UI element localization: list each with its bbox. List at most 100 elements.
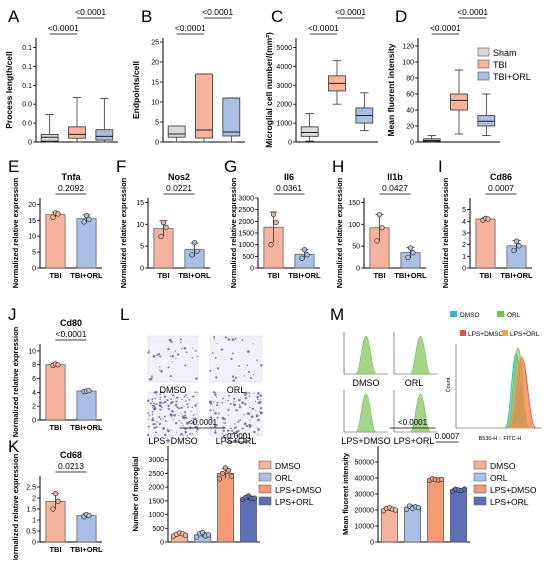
microglia-cell bbox=[186, 403, 189, 406]
bar bbox=[45, 364, 66, 421]
microglia-cell bbox=[194, 391, 197, 393]
microglia-cell bbox=[159, 369, 161, 371]
microglia-cell bbox=[180, 433, 183, 436]
panel-C-box-tbi bbox=[328, 60, 346, 105]
microglia-cell bbox=[248, 406, 251, 409]
data-point bbox=[513, 238, 520, 244]
microglia-cell bbox=[181, 398, 183, 401]
microglia-cell bbox=[164, 401, 167, 404]
panel-D-y-label: Mean fluorent intensity bbox=[386, 43, 396, 136]
microglia-cell bbox=[192, 414, 195, 417]
microglia-cell bbox=[209, 409, 212, 412]
data-point bbox=[415, 504, 422, 511]
bar bbox=[76, 218, 97, 269]
panel-F-bar-tbi-orl bbox=[184, 239, 205, 269]
microglia-cell bbox=[183, 405, 185, 407]
panel-D-y-tick-label: 20 bbox=[406, 124, 414, 131]
microglia-cell bbox=[159, 408, 162, 411]
x-tick-label: TBI bbox=[49, 271, 61, 280]
microglia-cell bbox=[155, 425, 158, 429]
panel-M2-y-tick-label: 50000 bbox=[355, 460, 375, 467]
microglia-cell bbox=[180, 413, 182, 415]
flow-axis-x: B530-H :: FITC-H bbox=[479, 436, 522, 442]
data-point bbox=[199, 529, 206, 536]
data-point bbox=[299, 255, 305, 261]
microglia-cell bbox=[211, 420, 214, 423]
panel-I-y-tick-label: 4 bbox=[462, 219, 466, 226]
data-point bbox=[374, 238, 380, 244]
microglia-cell bbox=[248, 371, 250, 373]
microglia-cell bbox=[260, 399, 262, 401]
panel-label-K: K bbox=[8, 437, 20, 456]
legend-L2-label-orl: ORL bbox=[275, 473, 293, 483]
microglia-cell bbox=[252, 343, 254, 345]
microglia-cell bbox=[259, 394, 262, 397]
legend-M2-swatch-orl bbox=[473, 472, 487, 482]
data-point bbox=[251, 495, 258, 501]
panel-G-y-tick-label: 500 bbox=[242, 254, 254, 261]
microglia-cell bbox=[255, 414, 259, 417]
data-point bbox=[205, 532, 212, 538]
x-tick-label: TBI+ORL bbox=[178, 271, 211, 280]
legend-L2-swatch-dmso bbox=[258, 460, 272, 470]
legend-L2-label-lps-dmso: LPS+DMSO bbox=[275, 485, 322, 495]
panel-A-y-tick-label: 0.0 bbox=[22, 102, 32, 109]
sig-label: <0.0001 bbox=[457, 7, 488, 17]
microglia-cell bbox=[193, 395, 195, 397]
micrograph-tile bbox=[147, 335, 199, 383]
legend-I-swatch-orl bbox=[497, 311, 504, 317]
microglia-cell bbox=[216, 367, 220, 370]
panel-K-y-tick-label: 0.5 bbox=[26, 529, 36, 536]
panel-C-y-tick-label: 3000 bbox=[276, 83, 292, 90]
legend-M-label-lps-orl: LPS+ORL bbox=[510, 331, 540, 338]
legend-M2-swatch-lps-dmso bbox=[473, 484, 487, 494]
panel-J-y-tick-label: 2 bbox=[32, 404, 36, 411]
legend-M-label-lps-dmso: LPS+DMSO bbox=[468, 331, 504, 338]
panel-H-title: Il1b bbox=[387, 172, 403, 182]
microglia-cell bbox=[196, 355, 199, 358]
microglia-cell bbox=[247, 350, 250, 353]
panel-D-y-tick-label: 0 bbox=[410, 140, 414, 147]
microglia-cell bbox=[235, 426, 238, 428]
panel-A-box-tbi-orl bbox=[95, 98, 114, 143]
flow-histogram-peak bbox=[355, 335, 377, 375]
microglia-cell bbox=[192, 421, 195, 424]
data-point bbox=[86, 512, 92, 519]
microglia-cell bbox=[170, 410, 173, 413]
panel-D-y-tick-label: 120 bbox=[402, 44, 414, 51]
data-point bbox=[410, 250, 416, 256]
microglia-cell bbox=[195, 414, 197, 416]
microglia-cell bbox=[152, 423, 154, 425]
sig-label: <0.0001 bbox=[398, 418, 428, 427]
microglia-cell bbox=[151, 418, 155, 422]
microglia-cell bbox=[234, 338, 237, 340]
microglia-cell bbox=[242, 432, 245, 434]
microglia-cell bbox=[180, 422, 182, 424]
data-point bbox=[304, 252, 310, 258]
microglia-cell bbox=[147, 434, 150, 437]
x-tick-label: TBI bbox=[479, 271, 491, 280]
microglia-cell bbox=[170, 401, 173, 405]
panel-G-bar-tbi-orl bbox=[294, 247, 315, 269]
panel-L2-y-tick-label: 2500 bbox=[148, 471, 164, 478]
microglia-cell bbox=[250, 415, 254, 419]
panel-M2-y-tick-label: 40000 bbox=[355, 476, 375, 483]
microglia-cell bbox=[149, 402, 152, 405]
microglia-cell bbox=[194, 350, 197, 352]
x-tick-label: TBI bbox=[49, 545, 61, 554]
legend-L2-label-lps-orl: LPS+ORL bbox=[275, 497, 314, 507]
legend-M-swatch-lps-orl bbox=[502, 330, 508, 336]
microglia-cell bbox=[241, 427, 244, 430]
microglia-cell bbox=[167, 366, 170, 369]
legend-M2-label-lps-dmso: LPS+DMSO bbox=[490, 485, 537, 495]
microglia-cell bbox=[232, 431, 235, 434]
panel-B-y-tick-label: 25 bbox=[151, 40, 159, 47]
microglia-cell bbox=[167, 404, 170, 407]
microglia-cell bbox=[170, 429, 172, 431]
microglia-cell bbox=[175, 421, 178, 425]
panel-I-y-tick-label: 5 bbox=[462, 207, 466, 214]
microglia-cell bbox=[214, 423, 216, 425]
microglia-cell bbox=[147, 399, 150, 403]
panel-G-title: Il6 bbox=[284, 172, 294, 182]
